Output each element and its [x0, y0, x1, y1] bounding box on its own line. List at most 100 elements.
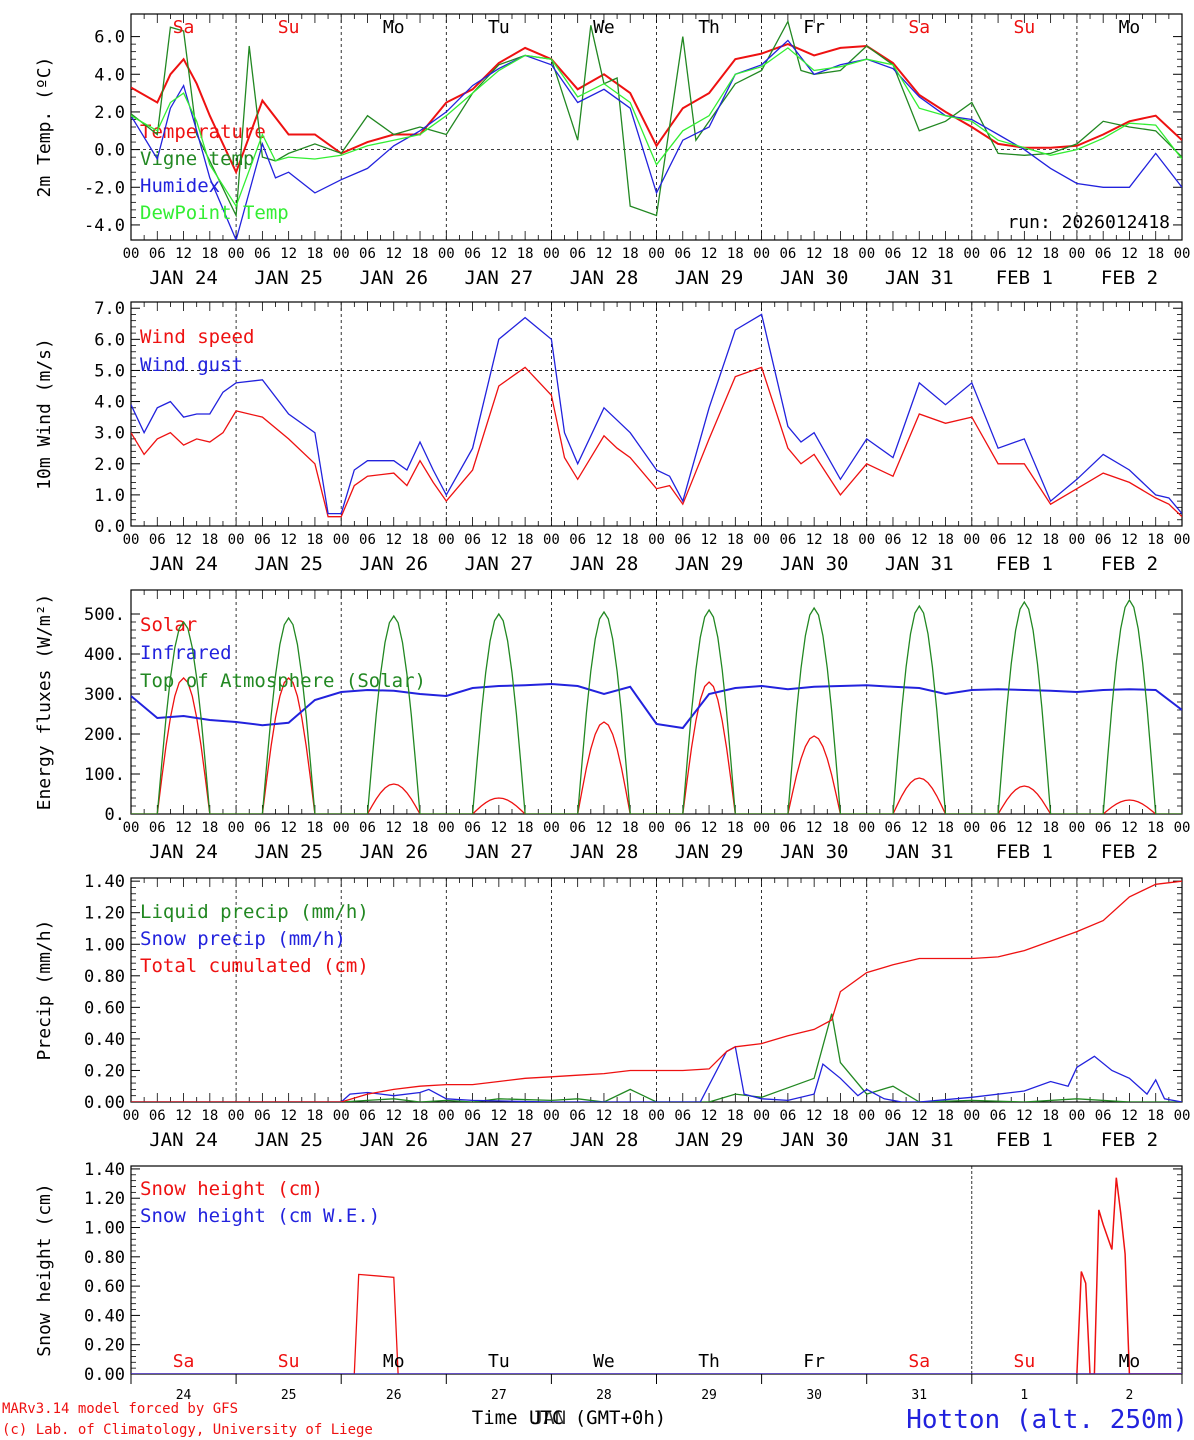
wind-hour-tick-label: 06 [885, 532, 902, 548]
snow-ytick-label: 0.20 [84, 1336, 125, 1356]
wind-hour-tick-label: 18 [1042, 532, 1059, 548]
energy-hour-tick-label: 12 [280, 820, 297, 836]
energy-legend-entry: Solar [140, 614, 197, 636]
temp-legend-entry: Temperature [140, 121, 266, 143]
precip-legend-entry: Liquid precip (mm/h) [140, 901, 369, 923]
day-number-label: 1 [1020, 1388, 1028, 1403]
energy-hour-tick-label: 00 [228, 820, 245, 836]
temp-legend-entry: Vigne temp [140, 148, 254, 170]
temp-date-label: JAN 28 [570, 267, 639, 289]
wind-ytick-label: 3.0 [94, 424, 125, 444]
snow-series-line [131, 1273, 1182, 1374]
wind-hour-tick-label: 00 [123, 532, 140, 548]
precip-date-label: JAN 24 [149, 1129, 218, 1151]
weekday-label-bottom: We [593, 1351, 615, 1372]
energy-hour-tick-label: 00 [753, 820, 770, 836]
weekday-label-top: Mo [383, 17, 405, 38]
energy-hour-tick-label: 12 [701, 820, 718, 836]
weekday-label-top: Th [698, 17, 720, 38]
energy-hour-tick-label: 00 [543, 820, 560, 836]
energy-hour-tick-label: 12 [1121, 820, 1138, 836]
temp-hour-tick-label: 12 [596, 246, 613, 262]
energy-series-line [131, 677, 1182, 814]
wind-legend-entry: Wind speed [140, 326, 254, 348]
wind-hour-tick-label: 00 [963, 532, 980, 548]
temp-hour-tick-label: 00 [648, 246, 665, 262]
wind-date-label: JAN 28 [570, 553, 639, 575]
snow-ytick-label: 0.60 [84, 1277, 125, 1297]
day-number-label: 29 [701, 1388, 717, 1403]
energy-hour-tick-label: 12 [175, 820, 192, 836]
energy-hour-tick-label: 12 [806, 820, 823, 836]
precip-hour-tick-label: 06 [149, 1108, 166, 1124]
temp-date-label: JAN 31 [885, 267, 954, 289]
temp-hour-tick-label: 18 [622, 246, 639, 262]
precip-hour-tick-label: 00 [963, 1108, 980, 1124]
wind-legend-entry: Wind gust [140, 354, 243, 376]
wind-hour-tick-label: 18 [622, 532, 639, 548]
precip-date-label: JAN 25 [254, 1129, 323, 1151]
energy-hour-tick-label: 06 [149, 820, 166, 836]
temp-ytick-label: 2.0 [94, 103, 125, 123]
temp-hour-tick-label: 12 [1121, 246, 1138, 262]
wind-date-label: FEB 1 [996, 553, 1053, 575]
precip-ytick-label: 0.20 [84, 1061, 125, 1081]
temp-hour-tick-label: 18 [201, 246, 218, 262]
energy-ytick-label: 500. [84, 605, 125, 625]
precip-hour-tick-label: 12 [280, 1108, 297, 1124]
temp-hour-tick-label: 06 [990, 246, 1007, 262]
precip-hour-tick-label: 00 [858, 1108, 875, 1124]
precip-date-label: JAN 28 [570, 1129, 639, 1151]
wind-hour-tick-label: 12 [280, 532, 297, 548]
wind-series-line [131, 366, 1182, 518]
energy-hour-tick-label: 18 [412, 820, 429, 836]
wind-hour-tick-label: 12 [806, 532, 823, 548]
temp-ytick-label: -2.0 [84, 178, 125, 198]
temp-annotation: run: 2026012418 [1007, 212, 1170, 233]
wind-hour-tick-label: 12 [911, 532, 928, 548]
wind-hour-tick-label: 12 [1016, 532, 1033, 548]
wind-ytick-label: 1.0 [94, 486, 125, 506]
precip-hour-tick-label: 06 [359, 1108, 376, 1124]
energy-date-label: FEB 1 [996, 841, 1053, 863]
energy-frame [130, 589, 1183, 815]
energy-date-label: JAN 31 [885, 841, 954, 863]
precip-hour-tick-label: 18 [727, 1108, 744, 1124]
precip-series-line [131, 1045, 1182, 1102]
precip-hour-tick-label: 12 [490, 1108, 507, 1124]
day-number-label: 28 [596, 1388, 612, 1403]
day-number-label: 30 [806, 1388, 822, 1403]
energy-date-label: JAN 26 [359, 841, 428, 863]
precip-hour-tick-label: 06 [464, 1108, 481, 1124]
wind-date-label: JAN 25 [254, 553, 323, 575]
precip-hour-tick-label: 18 [937, 1108, 954, 1124]
day-number-label: 27 [491, 1388, 507, 1403]
energy-legend-entry: Top of Atmosphere (Solar) [140, 670, 426, 692]
wind-hour-tick-label: 12 [1121, 532, 1138, 548]
wind-hour-tick-label: 18 [306, 532, 323, 548]
energy-hour-tick-label: 00 [333, 820, 350, 836]
precip-hour-tick-label: 00 [1174, 1108, 1191, 1124]
precip-hour-tick-label: 12 [385, 1108, 402, 1124]
temp-date-label: JAN 26 [359, 267, 428, 289]
weekday-label-bottom: Sa [908, 1351, 930, 1372]
wind-ytick-label: 4.0 [94, 393, 125, 413]
temp-series-line [131, 19, 1182, 218]
precip-hour-tick-label: 00 [123, 1108, 140, 1124]
energy-ytick-label: 400. [84, 645, 125, 665]
energy-date-label: JAN 30 [780, 841, 849, 863]
wind-hour-tick-label: 06 [149, 532, 166, 548]
day-number-label: 2 [1126, 1388, 1134, 1403]
snow-legend-entry: Snow height (cm W.E.) [140, 1205, 380, 1227]
precip-hour-tick-label: 18 [622, 1108, 639, 1124]
energy-date-label: JAN 25 [254, 841, 323, 863]
weekday-label-top: Tu [488, 17, 510, 38]
wind-hour-tick-label: 18 [517, 532, 534, 548]
temp-series-line [131, 39, 1182, 240]
weekday-label-bottom: Su [278, 1351, 300, 1372]
model-credit-line2: (c) Lab. of Climatology, University of L… [2, 1422, 373, 1438]
energy-hour-tick-label: 12 [1016, 820, 1033, 836]
weekday-label-bottom: Th [698, 1351, 720, 1372]
weekday-label-bottom: Fr [803, 1351, 825, 1372]
temp-series-line [131, 47, 1182, 208]
